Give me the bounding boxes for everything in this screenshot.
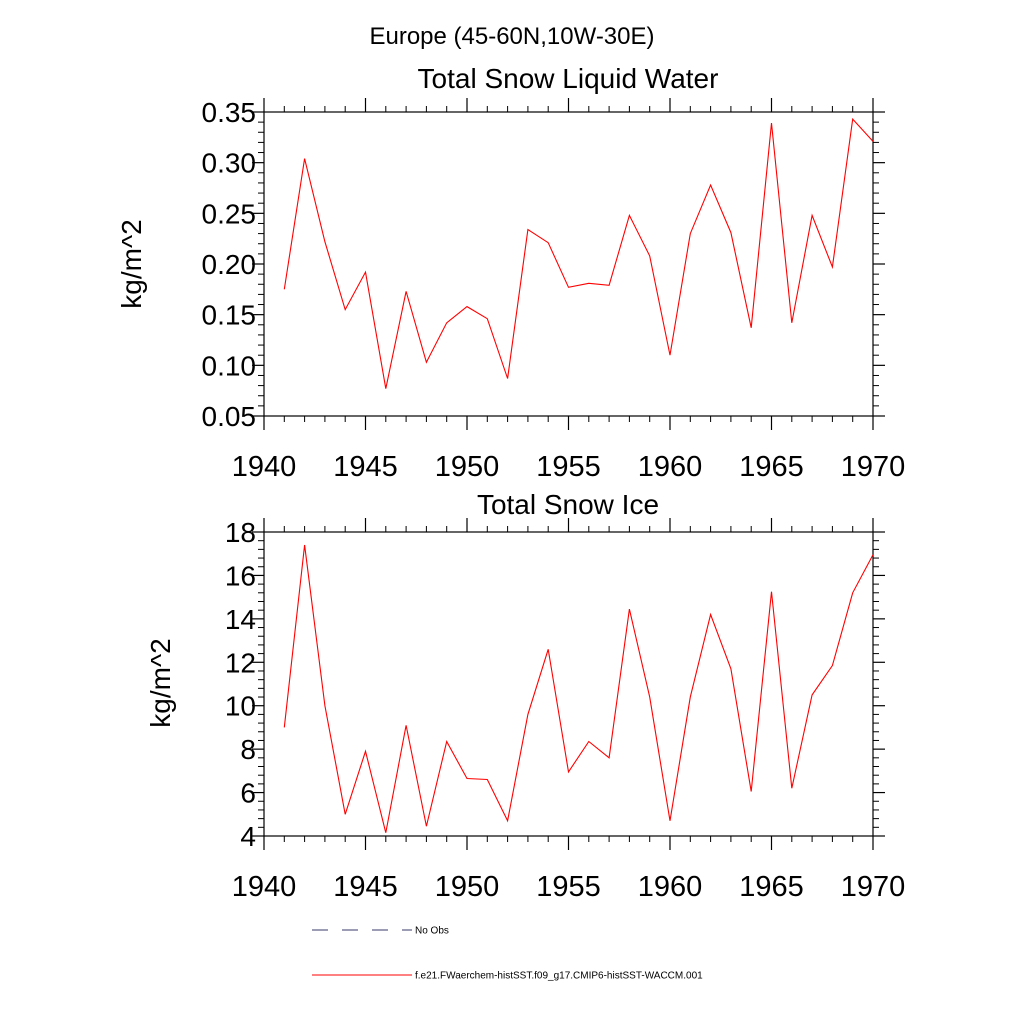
y-tick-label: 18 — [225, 517, 256, 548]
legend-label: f.e21.FWaerchem-histSST.f09_g17.CMIP6-hi… — [415, 971, 703, 982]
y-tick-label: 0.35 — [202, 97, 257, 128]
y-axis-label: kg/m^2 — [116, 219, 147, 308]
y-tick-label: 0.10 — [202, 350, 257, 381]
x-tick-label: 1955 — [536, 451, 601, 483]
x-tick-label: 1945 — [333, 451, 398, 483]
x-tick-label: 1955 — [536, 871, 601, 903]
panel-title: Total Snow Ice — [477, 489, 659, 520]
y-tick-label: 0.25 — [202, 198, 257, 229]
y-axis-label: kg/m^2 — [145, 638, 176, 727]
y-tick-label: 8 — [240, 734, 256, 765]
x-tick-label: 1940 — [232, 871, 297, 903]
y-tick-label: 0.30 — [202, 148, 257, 179]
x-tick-label: 1970 — [841, 871, 906, 903]
y-tick-label: 6 — [240, 778, 256, 809]
series-line — [283, 117, 874, 389]
figure-title: Europe (45-60N,10W-30E) — [369, 23, 654, 50]
y-tick-label: 0.20 — [202, 249, 257, 280]
y-tick-label: 0.15 — [202, 300, 257, 331]
x-tick-label: 1950 — [435, 451, 500, 483]
legend-label: No Obs — [415, 926, 449, 937]
y-tick-label: 16 — [225, 560, 256, 591]
panel-snow-liquid-water: Total Snow Liquid Water kg/m^2 1940 1945 1… — [116, 63, 905, 483]
x-tick-label: 1960 — [638, 871, 703, 903]
x-tick-label: 1945 — [333, 871, 398, 903]
panel-snow-ice: Total Snow Ice kg/m^2 1940 1945 1950 1955 19… — [145, 489, 905, 903]
plot-frame — [263, 111, 874, 417]
plot-frame — [263, 531, 874, 837]
legend: No Obs f.e21.FWaerchem-histSST.f09_g17.CM… — [312, 926, 703, 982]
x-tick-label: 1950 — [435, 871, 500, 903]
x-tick-label: 1960 — [638, 451, 703, 483]
y-tick-label: 12 — [225, 647, 256, 678]
y-tick-label: 4 — [240, 821, 256, 852]
y-tick-label: 14 — [225, 604, 256, 635]
series-line — [283, 544, 874, 833]
x-tick-label: 1940 — [232, 451, 297, 483]
y-tick-label: 10 — [225, 691, 256, 722]
x-tick-label: 1970 — [841, 451, 906, 483]
x-tick-label: 1965 — [739, 451, 804, 483]
y-tick-label: 0.05 — [202, 401, 257, 432]
panel-title: Total Snow Liquid Water — [418, 63, 719, 94]
x-tick-label: 1965 — [739, 871, 804, 903]
